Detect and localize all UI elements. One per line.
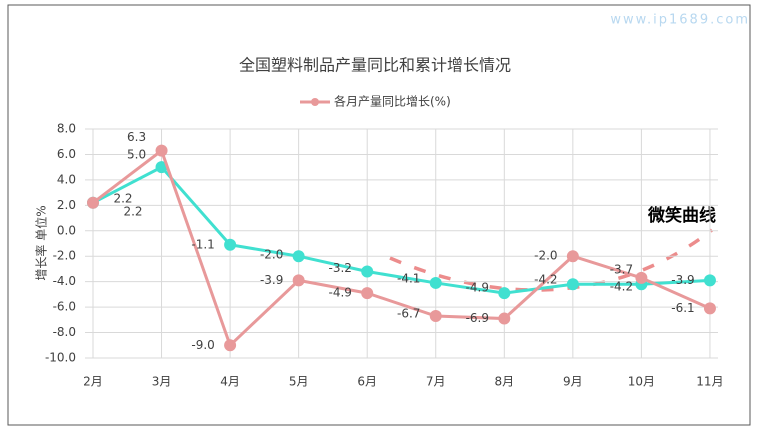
x-tick-label: 5月: [289, 375, 309, 389]
data-label: -6.1: [671, 301, 694, 315]
data-label: 2.2: [123, 204, 142, 218]
x-tick-label: 3月: [152, 375, 172, 389]
data-label: -4.9: [328, 286, 351, 300]
point: [292, 250, 305, 263]
data-label: -6.9: [466, 311, 489, 325]
x-tick-label: 8月: [494, 375, 514, 389]
x-tick-label: 7月: [426, 375, 446, 389]
data-label: -4.1: [397, 271, 420, 285]
y-tick-label: -6.0: [53, 300, 76, 314]
y-tick-label: 4.0: [57, 172, 76, 186]
point: [566, 250, 579, 263]
y-tick-label: 0.0: [57, 223, 76, 237]
series-line: [92, 148, 711, 348]
point: [224, 339, 237, 352]
data-label: -2.0: [534, 249, 557, 263]
x-tick-label: 9月: [563, 375, 583, 389]
x-tick-label: 4月: [220, 375, 240, 389]
data-label: -3.7: [610, 262, 633, 276]
y-tick-label: -8.0: [53, 325, 76, 339]
data-label: 5.0: [127, 148, 146, 162]
chart-frame: [7, 4, 751, 426]
point: [429, 310, 442, 323]
point: [87, 196, 99, 209]
data-label: -4.2: [534, 273, 557, 287]
point: [224, 238, 237, 251]
legend-label: 各月产量同比增长(%): [334, 94, 451, 109]
x-tick-label: 11月: [696, 375, 723, 389]
y-tick-label: -2.0: [53, 249, 76, 263]
point: [635, 271, 648, 284]
data-label: -3.9: [260, 273, 283, 287]
annotation: 微笑曲线: [647, 205, 716, 226]
legend-marker: [311, 98, 319, 106]
data-label: 6.3: [127, 130, 146, 144]
y-tick-label: 6.0: [57, 147, 76, 161]
point: [566, 278, 579, 291]
y-tick-label: 8.0: [57, 122, 76, 136]
point: [429, 276, 442, 289]
x-tick-label: 6月: [357, 375, 377, 389]
data-label: -1.1: [191, 237, 214, 251]
series-line: [92, 165, 711, 295]
y-tick-label: 2.0: [57, 198, 76, 212]
data-label: -3.9: [671, 273, 694, 287]
point: [703, 274, 716, 287]
point: [155, 144, 168, 157]
data-label: -2.0: [260, 248, 283, 262]
data-label: -6.7: [397, 307, 420, 321]
chart-title: 全国塑料制品产量同比和累计增长情况: [239, 56, 511, 75]
point: [361, 265, 374, 278]
point: [498, 287, 511, 300]
point: [703, 302, 716, 315]
data-label: -3.2: [328, 261, 351, 275]
data-label: 2.2: [113, 191, 132, 205]
point: [155, 161, 168, 174]
point: [361, 287, 374, 300]
watermark: www.ip1689.com: [610, 13, 750, 28]
x-tick-label: 10月: [628, 375, 655, 389]
point: [292, 274, 305, 287]
y-axis-label: 增长率 单位%: [34, 205, 49, 280]
data-label: -4.2: [610, 280, 633, 294]
data-label: -4.9: [466, 281, 489, 295]
data-label: -9.0: [191, 338, 214, 352]
y-tick-label: -10.0: [45, 351, 76, 365]
x-tick-label: 2月: [83, 375, 103, 389]
y-tick-label: -4.0: [53, 274, 76, 288]
point: [498, 312, 511, 325]
